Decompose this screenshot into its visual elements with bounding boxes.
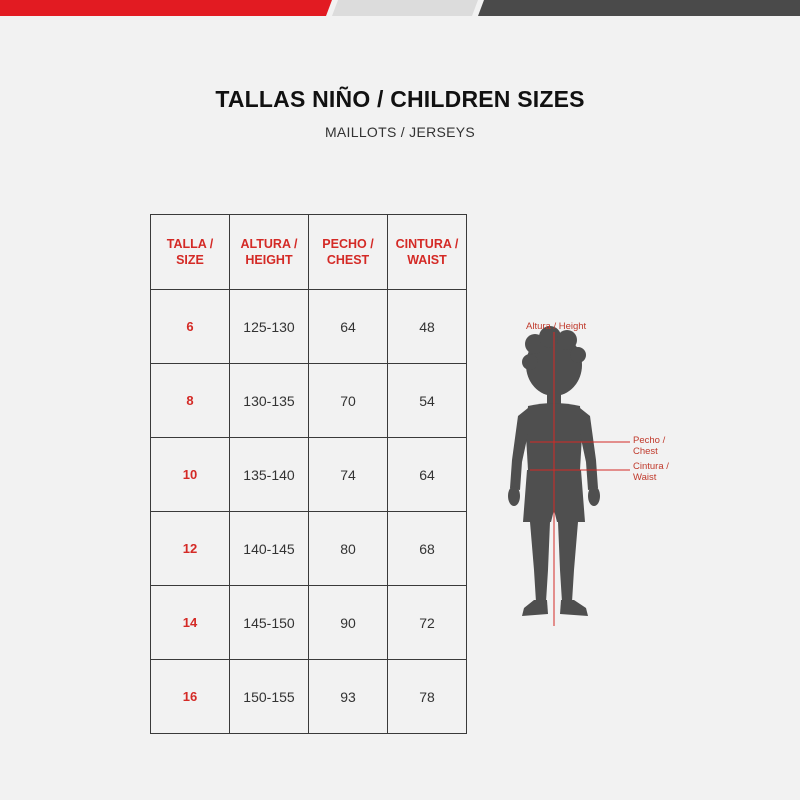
cell-height: 135-140 (229, 437, 309, 512)
header-size: TALLA / SIZE (150, 214, 230, 290)
table-row: 10 135-140 74 64 (150, 437, 467, 512)
cell-chest: 93 (308, 659, 388, 734)
top-color-band (0, 0, 800, 16)
header-waist: CINTURA / WAIST (387, 214, 467, 290)
page-subtitle: MAILLOTS / JERSEYS (324, 124, 476, 140)
cell-size: 10 (150, 437, 230, 512)
cell-chest: 70 (308, 363, 388, 438)
cell-size: 6 (150, 289, 230, 364)
cell-height: 140-145 (229, 511, 309, 586)
header-height: ALTURA / HEIGHT (229, 214, 309, 290)
cell-height: 125-130 (229, 289, 309, 364)
table-row: 16 150-155 93 78 (150, 659, 467, 734)
child-silhouette-icon (508, 326, 630, 626)
measurement-figure: Altura / Height Pecho / Chest Cintura / Wa… (490, 310, 700, 640)
cell-height: 145-150 (229, 585, 309, 660)
cell-waist: 48 (387, 289, 467, 364)
table-header-row: TALLA / SIZE ALTURA / HEIGHT PECHO / CHEST … (150, 214, 467, 290)
chest-label: Pecho / Chest (633, 435, 666, 457)
cell-height: 130-135 (229, 363, 309, 438)
table-row: 14 145-150 90 72 (150, 585, 467, 660)
size-table: TALLA / SIZE ALTURA / HEIGHT PECHO / CHEST … (150, 214, 467, 734)
cell-waist: 68 (387, 511, 467, 586)
cell-size: 16 (150, 659, 230, 734)
table-row: 8 130-135 70 54 (150, 363, 467, 438)
height-label: Altura / Height (526, 321, 587, 332)
table-row: 12 140-145 80 68 (150, 511, 467, 586)
cell-size: 14 (150, 585, 230, 660)
table-row: 6 125-130 64 48 (150, 289, 467, 364)
waist-label: Cintura / Waist (633, 461, 669, 483)
cell-waist: 78 (387, 659, 467, 734)
cell-chest: 90 (308, 585, 388, 660)
cell-size: 8 (150, 363, 230, 438)
cell-chest: 80 (308, 511, 388, 586)
cell-waist: 64 (387, 437, 467, 512)
cell-size: 12 (150, 511, 230, 586)
header-chest: PECHO / CHEST (308, 214, 388, 290)
cell-chest: 64 (308, 289, 388, 364)
page-title: TALLAS NIÑO / CHILDREN SIZES (215, 86, 585, 112)
cell-waist: 54 (387, 363, 467, 438)
cell-chest: 74 (308, 437, 388, 512)
cell-height: 150-155 (229, 659, 309, 734)
cell-waist: 72 (387, 585, 467, 660)
